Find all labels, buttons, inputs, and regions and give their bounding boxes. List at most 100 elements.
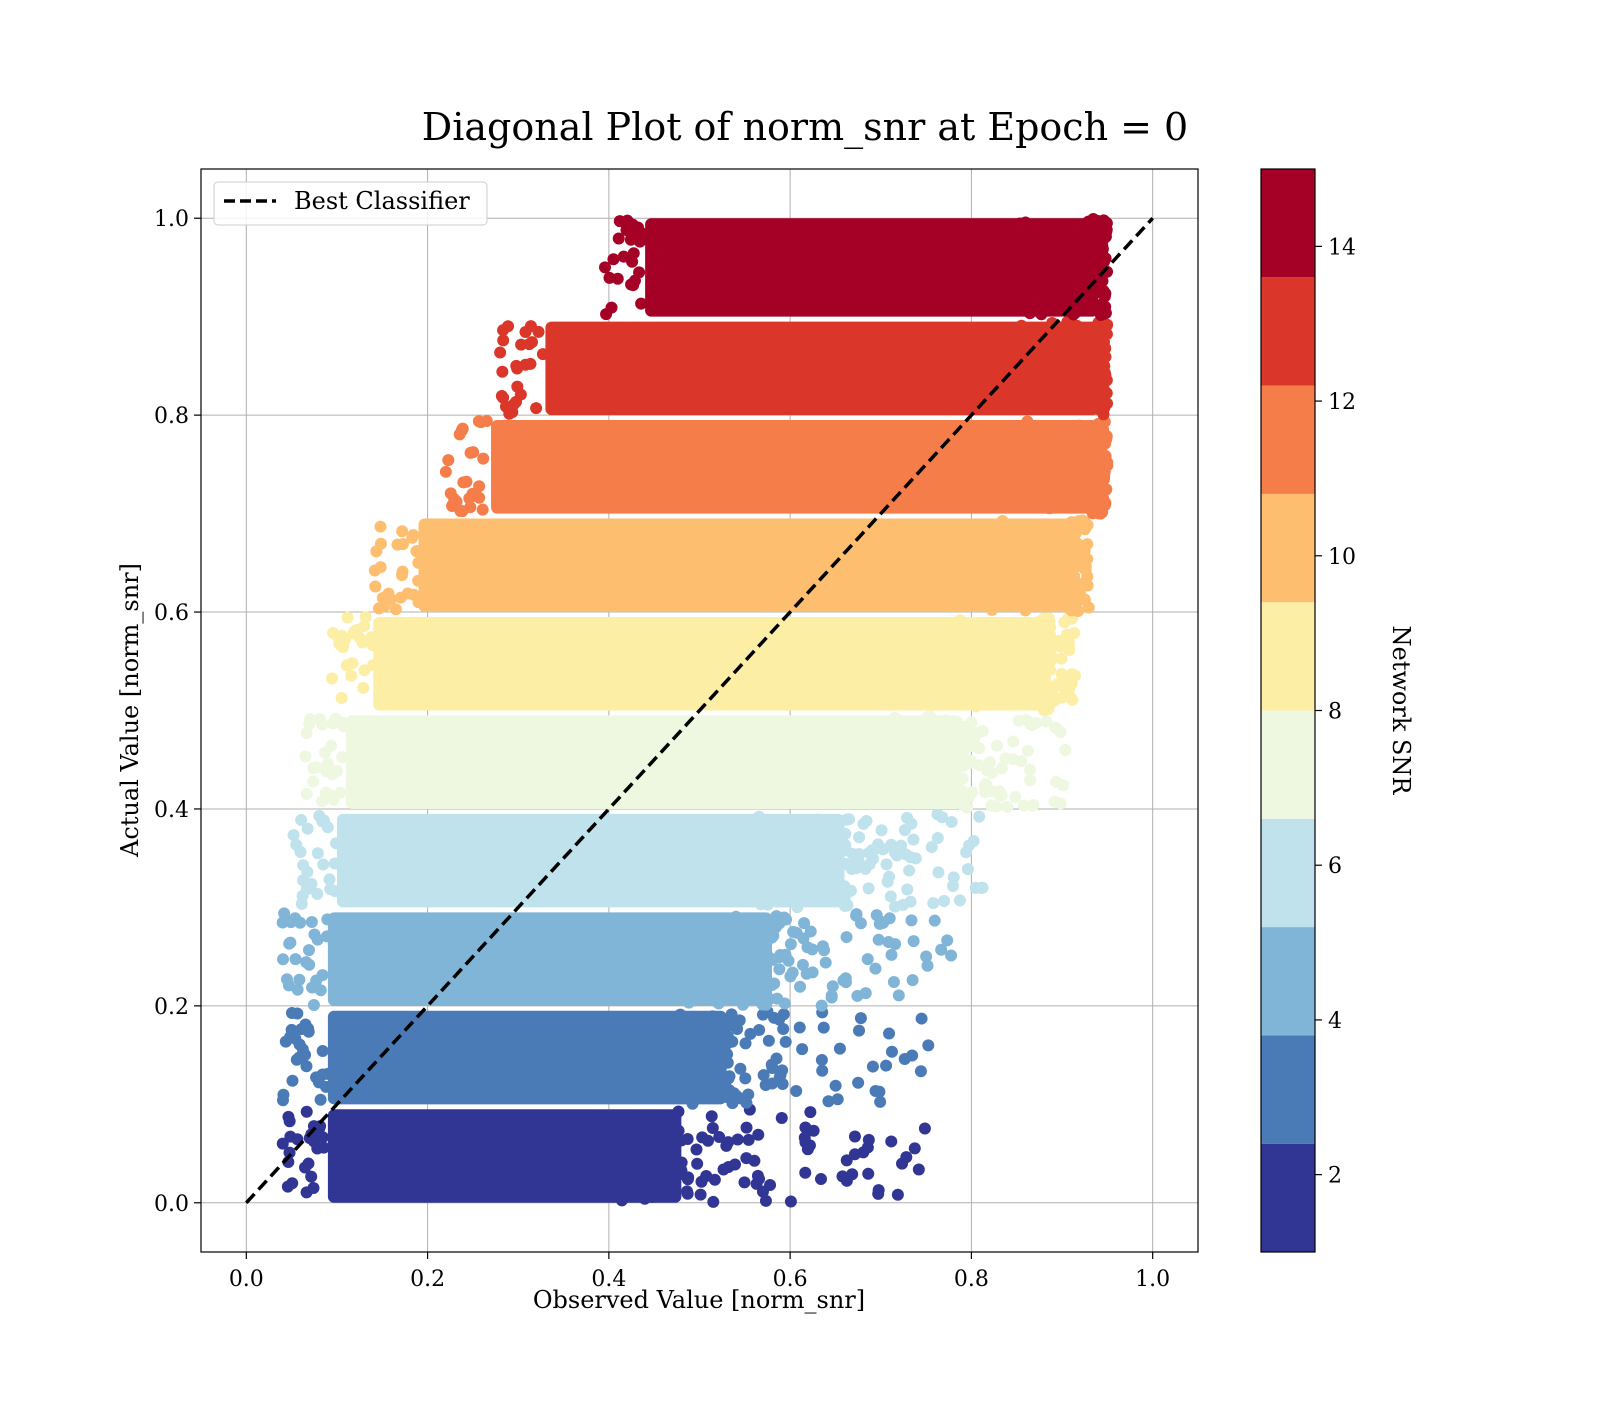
colorbar-tick-label: 14	[1328, 235, 1356, 260]
scatter-point	[636, 227, 649, 240]
scatter-point	[633, 1123, 646, 1136]
scatter-point	[297, 859, 310, 872]
scatter-point	[1086, 507, 1099, 520]
scatter-point	[866, 852, 879, 865]
scatter-point	[973, 759, 986, 772]
scatter-point	[708, 1091, 721, 1104]
plot-frame	[200, 168, 1199, 1253]
x-tick-label: 0.0	[229, 1267, 264, 1292]
scatter-point	[358, 664, 371, 677]
scatter-point	[590, 1109, 603, 1122]
scatter-point	[1012, 283, 1025, 296]
scatter-point	[874, 1095, 887, 1108]
scatter-point	[818, 879, 831, 892]
scatter-point	[1058, 464, 1071, 477]
scatter-point	[277, 953, 290, 966]
scatter-point	[369, 580, 382, 593]
scatter-point	[924, 710, 937, 723]
x-tick-label: 1.0	[1135, 1267, 1170, 1292]
scatter-point	[496, 365, 509, 378]
scatter-point	[1054, 596, 1067, 609]
scatter-point	[1021, 744, 1034, 757]
scatter-point	[660, 1028, 673, 1041]
scatter-point	[316, 718, 329, 731]
scatter-point	[1026, 719, 1039, 732]
y-tick-label: 0.2	[154, 995, 189, 1020]
scatter-point	[839, 899, 852, 912]
scatter-point	[589, 1128, 602, 1141]
scatter-point	[789, 859, 802, 872]
scatter-point	[593, 1138, 606, 1151]
scatter-point	[453, 428, 466, 441]
scatter-point	[997, 671, 1010, 684]
scatter-point	[300, 787, 313, 800]
scatter-point	[1032, 461, 1045, 474]
scatter-point	[519, 358, 532, 371]
scatter-point	[1069, 527, 1082, 540]
scatter-band-core	[545, 321, 1099, 416]
scatter-point	[1060, 528, 1073, 541]
colorbar-segment	[1261, 1035, 1315, 1144]
scatter-point	[1005, 633, 1018, 646]
scatter-point	[719, 1019, 732, 1032]
scatter-point	[672, 1105, 685, 1118]
scatter-point	[1002, 653, 1015, 666]
scatter-point	[927, 897, 940, 910]
scatter-point	[1092, 340, 1105, 353]
scatter-point	[1023, 243, 1036, 256]
scatter-point	[284, 1130, 297, 1143]
scatter-point	[680, 1056, 693, 1069]
scatter-point	[789, 890, 802, 903]
scatter-point	[743, 936, 756, 949]
scatter-point	[962, 791, 975, 804]
scatter-point	[914, 1065, 927, 1078]
scatter-point	[463, 492, 476, 505]
scatter-point	[997, 622, 1010, 635]
scatter-point	[862, 1167, 875, 1180]
scatter-point	[974, 698, 987, 711]
scatter-point	[1012, 714, 1025, 727]
scatter-point	[330, 837, 343, 850]
scatter-point	[703, 983, 716, 996]
scatter-point	[760, 865, 773, 878]
scatter-point	[1055, 652, 1068, 665]
scatter-band	[276, 907, 958, 1012]
scatter-point	[757, 1069, 770, 1082]
scatter-point	[1049, 721, 1062, 734]
colorbar-segment	[1261, 602, 1315, 711]
scatter-point	[998, 527, 1011, 540]
scatter-point	[768, 1011, 781, 1024]
scatter-point	[645, 1190, 658, 1203]
scatter-point	[682, 1171, 695, 1184]
scatter-point	[690, 1143, 703, 1156]
scatter-point	[358, 620, 371, 633]
scatter-point	[412, 556, 425, 569]
scatter-point	[1098, 290, 1111, 303]
scatter-point	[802, 860, 815, 873]
scatter-point	[1015, 755, 1028, 768]
scatter-point	[1008, 299, 1021, 312]
scatter-point	[950, 678, 963, 691]
scatter-point	[444, 487, 457, 500]
scatter-point	[329, 712, 342, 725]
scatter-point	[300, 727, 313, 740]
scatter-point	[777, 1022, 790, 1035]
scatter-point	[635, 297, 648, 310]
scatter-point	[998, 558, 1011, 571]
scatter-point	[928, 914, 941, 927]
scatter-point	[848, 1148, 861, 1161]
x-tick-label: 0.2	[410, 1267, 445, 1292]
scatter-point	[770, 1052, 783, 1065]
scatter-point	[892, 989, 905, 1002]
scatter-point	[1001, 800, 1014, 813]
scatter-point	[1009, 428, 1022, 441]
scatter-point	[389, 603, 402, 616]
scatter-point	[722, 1072, 735, 1085]
scatter-point	[904, 765, 917, 778]
scatter-point	[995, 762, 1008, 775]
scatter-point	[648, 1069, 661, 1082]
scatter-point	[760, 850, 773, 863]
scatter-point	[305, 1170, 318, 1183]
scatter-point	[861, 1141, 874, 1154]
scatter-point	[672, 1124, 685, 1137]
